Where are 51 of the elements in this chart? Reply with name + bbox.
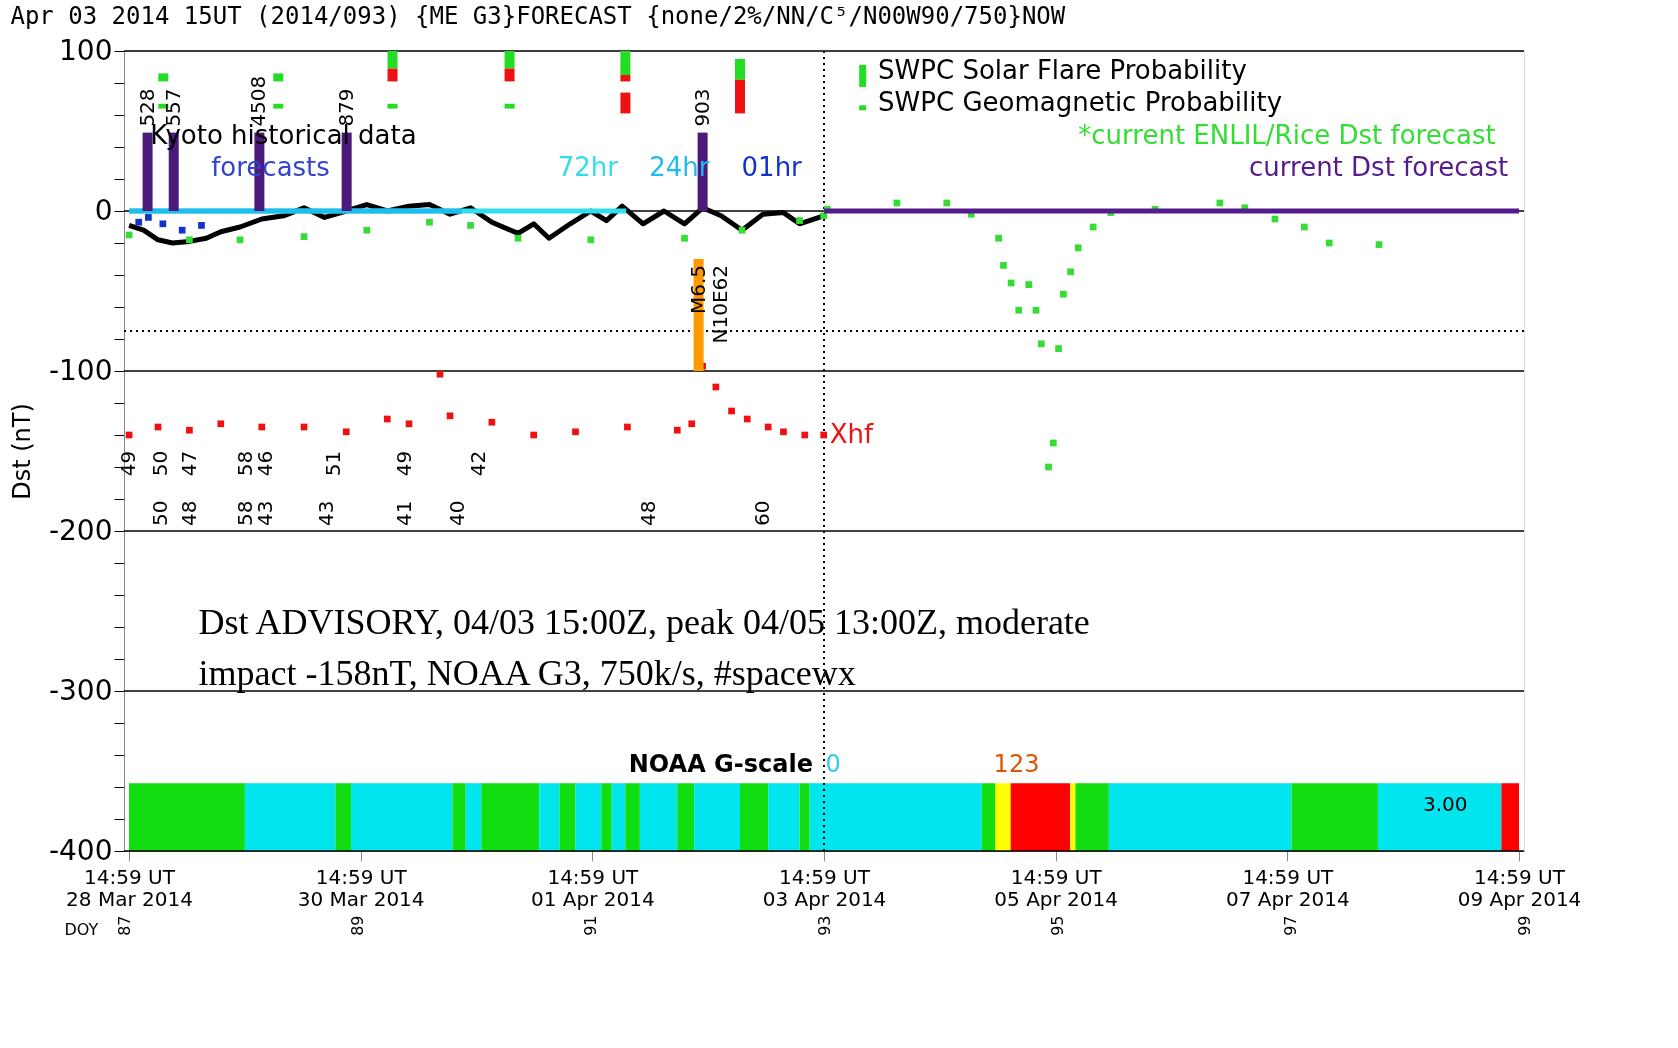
annotation: 43 <box>313 500 338 526</box>
annotation: 0 <box>825 750 841 779</box>
annotation: 40 <box>444 500 469 526</box>
y-tick-label: 100 <box>59 33 113 67</box>
annotation: M6.5 N10E62 <box>685 265 732 344</box>
chart-title: Apr 03 2014 15UT (2014/093) {ME G3}FORECAST {none/2%/NN/C⁵/N00W90/750}NOW <box>10 2 1066 30</box>
y-tick-label: -300 <box>48 673 113 707</box>
annotation: 48 <box>177 500 202 526</box>
series-label: current Dst forecast <box>1249 151 1509 182</box>
text: 01hr <box>741 151 803 182</box>
x2-tick-label: 89 <box>347 915 367 936</box>
y-tick-label: -200 <box>48 513 113 547</box>
legend-label: SWPC Solar Flare Probability <box>878 54 1247 85</box>
x2-tick-label: 87 <box>114 915 134 936</box>
x-tick-label: 14:59 UT 01 Apr 2014 <box>531 864 655 911</box>
y-tick-label: -100 <box>48 353 113 387</box>
annotation: 50 <box>147 500 172 526</box>
annotation: 123 <box>993 750 1040 779</box>
x-tick-label: 14:59 UT 03 Apr 2014 <box>762 864 887 911</box>
annotation: 903 <box>689 88 714 127</box>
annotation: NOAA G-scale <box>628 750 813 779</box>
annotation: impact -158nT, NOAA G3, 750k/s, #spacewx <box>198 652 856 693</box>
annotation: 49 <box>392 450 417 477</box>
x2-tick-label: 95 <box>1047 915 1067 936</box>
x-tick-label: 14:59 UT 05 Apr 2014 <box>994 864 1118 911</box>
annotation: 49 <box>116 450 141 477</box>
y-tick-label: -400 <box>48 833 113 867</box>
x-tick-label: 14:59 UT 28 Mar 2014 <box>66 864 193 911</box>
x-tick-label: 14:59 UT 30 Mar 2014 <box>297 864 425 911</box>
annotation: 3.00 <box>1422 792 1468 817</box>
annotation: 50 <box>147 450 172 477</box>
x-tick-label: 14:59 UT 09 Apr 2014 <box>1457 864 1582 911</box>
y-axis-title: Dst (nT) <box>7 403 36 500</box>
annotation: 51 <box>321 450 346 477</box>
series-label: Xhf <box>829 419 874 449</box>
annotation: 60 <box>749 500 774 526</box>
x2-tick-label: 99 <box>1514 915 1534 936</box>
x2-axis-title: DOY <box>64 919 99 939</box>
legend-label: SWPC Geomagnetic Probability <box>878 86 1283 117</box>
annotation: Dst ADVISORY, 04/03 15:00Z, peak 04/05 13:00Z, moderate <box>198 601 1090 642</box>
annotation: 41 <box>392 500 417 526</box>
annotation: 48 <box>636 500 661 526</box>
x2-tick-label: 91 <box>581 915 601 936</box>
x-tick-label: 14:59 UT 07 Apr 2014 <box>1226 864 1350 911</box>
x2-tick-label: 97 <box>1281 915 1301 936</box>
series-label: 72hr <box>557 151 619 182</box>
annotation: 42 <box>465 450 490 477</box>
x2-tick-label: 93 <box>814 915 834 936</box>
y-tick-label: 0 <box>94 193 113 227</box>
annotation: 47 <box>177 450 202 477</box>
text: *current ENLIL/Rice Dst forecast <box>1078 119 1496 150</box>
